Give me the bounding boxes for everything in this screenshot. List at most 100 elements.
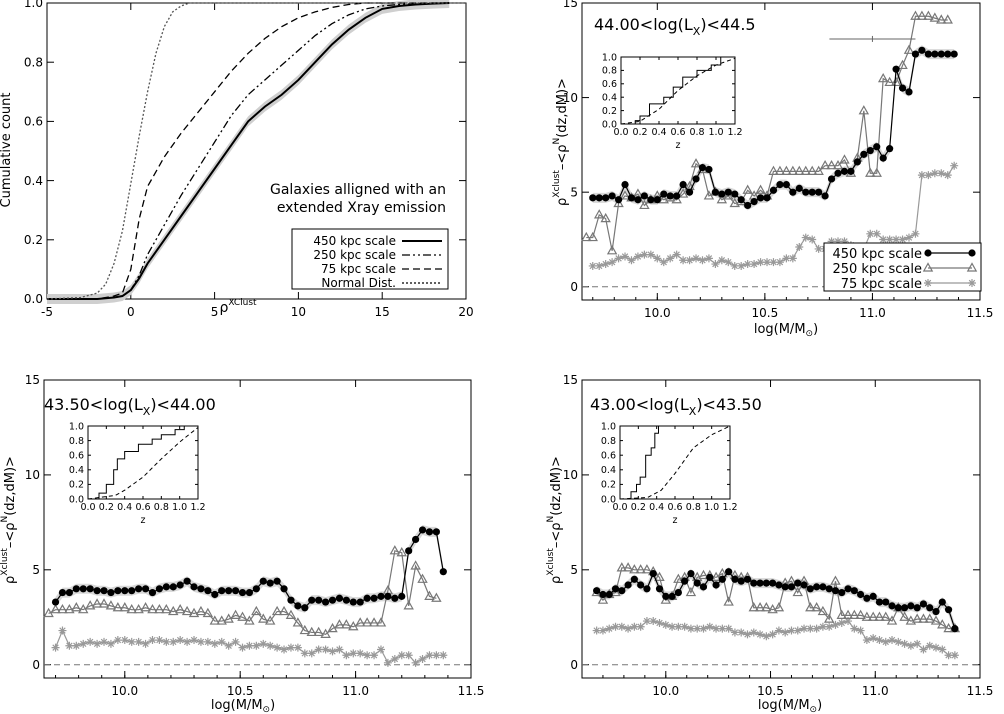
p1-circle-marker	[608, 192, 616, 200]
p1-star-marker	[646, 250, 655, 259]
cdf-annotation-line-1: Galaxies alligned with an	[270, 182, 446, 198]
p2-star-marker	[363, 651, 372, 660]
p1-circle-marker	[950, 50, 958, 58]
p3-star-marker	[837, 618, 846, 627]
p2-star-marker	[65, 641, 74, 650]
p2-inset-xlabel: z	[141, 515, 146, 526]
panel-43-00-x-axis-label: log(M/M⊙)	[758, 698, 822, 714]
p3-triangle-marker	[817, 605, 829, 616]
p1-legend-marker	[968, 279, 976, 287]
p2-star-marker	[217, 637, 226, 646]
p1-triangle-marker	[813, 165, 824, 175]
p2-star-marker	[397, 651, 406, 660]
p1-inset-xtick-label: 0.8	[689, 127, 704, 138]
p3-triangle-marker	[930, 615, 942, 625]
p2-star-marker	[162, 637, 171, 646]
p3-star-marker	[932, 643, 941, 652]
p1-star-marker	[692, 254, 701, 263]
panel-43-00: 43.00<log(LX)<43.50 log(M/M⊙) ρXclust–<ρ…	[546, 373, 993, 714]
p3-circle-marker	[806, 585, 814, 593]
p3-circle-marker	[781, 583, 789, 591]
p1-circle-marker	[795, 184, 803, 192]
p2-star-marker	[376, 645, 385, 654]
p2-circle-marker	[155, 585, 164, 593]
p1-triangle-marker	[742, 184, 753, 194]
p1-star-marker	[608, 258, 617, 267]
p1-star-marker	[840, 237, 849, 246]
p2-circle-marker	[51, 598, 60, 606]
p2-triangle-marker	[313, 626, 324, 637]
p3-circle-marker	[756, 579, 764, 587]
p2-star-marker	[259, 639, 268, 648]
p1-circle-marker	[886, 145, 894, 153]
p1-circle-marker	[685, 188, 694, 196]
p1-legend-label: 75 kpc scale	[841, 277, 922, 292]
p2-circle-marker	[335, 594, 344, 602]
p2-triangle-marker	[126, 603, 137, 614]
p2-circle-marker	[135, 585, 143, 593]
p2-circle-marker	[412, 535, 420, 544]
p3-star-marker	[844, 617, 853, 626]
p2-star-marker	[293, 643, 302, 652]
p3-inset-xtick-label: 0.6	[667, 502, 682, 513]
p2-star-marker	[390, 655, 399, 664]
p3-triangle-marker	[937, 619, 948, 629]
p3-star-marker	[674, 622, 683, 631]
p2-star-marker	[286, 643, 295, 652]
cdf-annotation-line-2: extended Xray emission	[277, 200, 446, 216]
p1-star-marker	[892, 235, 901, 244]
p1-triangle-marker	[806, 165, 818, 175]
p1-circle-marker	[705, 165, 713, 174]
p3-triangle-marker	[597, 594, 609, 604]
p2-circle-marker	[107, 588, 115, 597]
p3-circle-marker	[674, 588, 682, 597]
p2-ytick-label: 5	[32, 563, 40, 577]
p1-triangle-marker	[587, 231, 598, 242]
p3-circle-marker	[668, 592, 676, 600]
p2-circle-marker	[204, 587, 212, 595]
p3-circle-marker	[938, 598, 946, 606]
p1-triangle-marker	[877, 72, 889, 83]
p2-circle-marker	[308, 596, 316, 604]
p1-circle-marker	[737, 196, 745, 204]
p2-circle-marker	[128, 587, 136, 595]
p3-star-marker	[831, 620, 840, 629]
p3-triangle-marker	[635, 564, 646, 574]
p3-circle-marker	[844, 585, 852, 593]
p2-triangle-marker	[230, 609, 241, 619]
p2-star-marker	[231, 637, 240, 646]
p2-triangle-marker	[174, 603, 186, 614]
p3-inset-xtick-label: 0.2	[631, 502, 646, 513]
p1-xtick-label: 10.5	[752, 306, 779, 320]
p2-star-marker	[404, 651, 413, 660]
p2-triangle-marker	[195, 605, 207, 616]
p2-inset-xtick-label: 1.0	[172, 502, 187, 513]
p3-triangle-marker	[842, 609, 854, 619]
p1-star-marker	[640, 250, 649, 259]
panel-43-50: 43.50<log(LX)<44.00 log(M/M⊙) ρXclust–<ρ…	[0, 373, 484, 714]
cdf-ytick-label: 0.2	[24, 233, 43, 247]
p2-triangle-marker	[354, 617, 366, 627]
p2-circle-marker	[273, 577, 281, 585]
p2-triangle-marker	[202, 607, 214, 618]
p3-star-marker	[743, 630, 752, 639]
p3-circle-marker	[643, 585, 651, 593]
p2-triangle-marker	[424, 590, 435, 600]
p1-star-marker	[872, 229, 881, 238]
p1-circle-marker	[698, 163, 707, 172]
p3-circle-marker	[637, 581, 645, 589]
p1-circle-marker	[931, 50, 939, 58]
p3-inset-xtick-label: 0.0	[612, 502, 627, 513]
p1-circle-marker	[873, 143, 881, 151]
p3-inset-xlabel: z	[673, 515, 678, 526]
p1-triangle-marker	[865, 167, 876, 177]
p3-inset-ytick-label: 0.2	[601, 480, 616, 491]
panel-44-00-lx-label: 44.00<log(LX)<44.5	[594, 15, 756, 38]
p2-triangle-marker	[258, 613, 269, 623]
p1-triangle-marker	[690, 158, 702, 168]
p1-star-marker	[801, 233, 810, 242]
p2-star-marker	[273, 643, 282, 652]
p1-star-marker	[834, 237, 843, 246]
p2-circle-marker	[79, 585, 87, 593]
p3-inset-xtick-label: 0.8	[686, 502, 701, 513]
